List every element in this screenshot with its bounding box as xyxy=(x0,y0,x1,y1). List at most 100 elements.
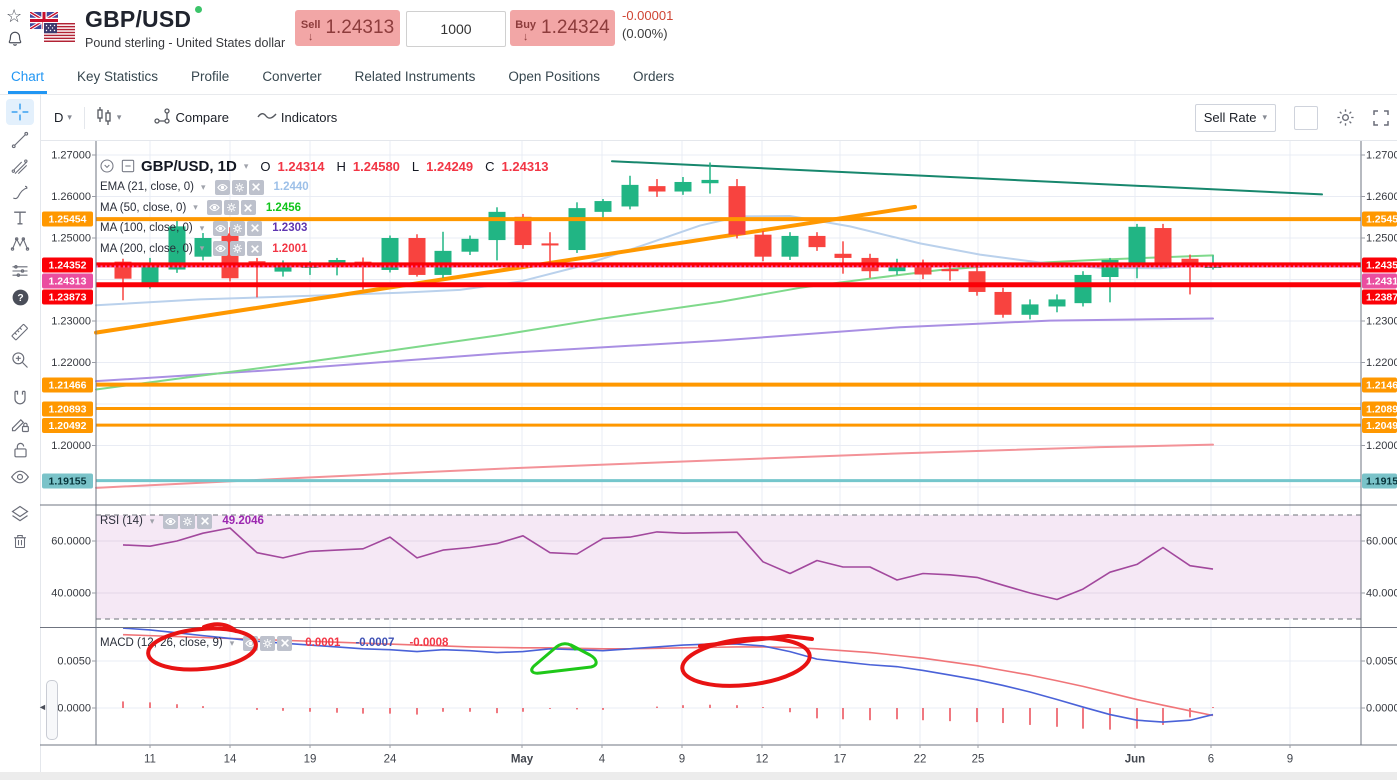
ma-50-close-icon[interactable] xyxy=(240,200,256,215)
compare-button[interactable]: Compare xyxy=(153,107,229,128)
forecast-tool-icon[interactable] xyxy=(6,258,34,284)
favorite-star-icon[interactable]: ☆ xyxy=(6,6,23,26)
xabcd-pattern-tool-icon[interactable] xyxy=(6,231,34,257)
section-tabs: Chart Key Statistics Profile Converter Relat… xyxy=(0,62,1397,95)
ma-100-eye-icon[interactable] xyxy=(213,220,229,236)
rate-type-select[interactable]: Sell Rate ▾ xyxy=(1194,103,1276,132)
rsi-gear-icon[interactable] xyxy=(180,513,196,529)
ema-21-gear-icon[interactable] xyxy=(231,179,247,195)
minimize-square-icon[interactable] xyxy=(120,158,136,174)
ma-200-gear-icon[interactable] xyxy=(230,241,246,256)
toolbar-divider xyxy=(83,106,85,129)
sell-label: Sell ↓ xyxy=(300,19,321,43)
svg-text:1.20492: 1.20492 xyxy=(49,420,87,432)
tab-related-instruments[interactable]: Related Instruments xyxy=(354,69,476,84)
gann-fib-tool-icon[interactable] xyxy=(6,154,34,180)
hide-all-tool-icon[interactable] xyxy=(6,464,34,490)
macd-eye-icon[interactable] xyxy=(243,635,259,651)
collapse-circle-icon[interactable] xyxy=(99,158,115,174)
svg-text:1.22000: 1.22000 xyxy=(51,357,91,369)
instrument-title-block: GBP/USD Pound sterling - United States d… xyxy=(85,6,285,50)
rsi-close-icon[interactable] xyxy=(197,513,213,529)
macd-close-icon[interactable] xyxy=(277,635,293,651)
snapshot-button[interactable] xyxy=(1294,105,1318,130)
svg-text:1.24313: 1.24313 xyxy=(49,276,87,288)
price-change-block: -0.00001 (0.00%) xyxy=(622,8,673,41)
ema-21-close-icon[interactable] xyxy=(248,179,264,195)
trend-line-tool-icon[interactable] xyxy=(6,127,34,153)
svg-text:?: ? xyxy=(17,293,23,304)
svg-text:1.25454: 1.25454 xyxy=(49,214,87,226)
rsi-buttons xyxy=(163,513,213,529)
sell-price: 1.24313 xyxy=(325,17,395,38)
drawing-lock-tool-icon[interactable] xyxy=(6,411,34,437)
price-change-percent: (0.00%) xyxy=(622,26,668,41)
tab-key-statistics[interactable]: Key Statistics xyxy=(77,69,159,84)
svg-text:1.26000: 1.26000 xyxy=(51,191,91,203)
indicators-label: Indicators xyxy=(280,110,338,125)
time-axis[interactable] xyxy=(96,745,1361,772)
svg-text:1.19155: 1.19155 xyxy=(49,476,87,488)
lock-all-tool-icon[interactable] xyxy=(6,437,34,463)
wave-icon xyxy=(257,109,277,126)
magnet-tool-icon[interactable] xyxy=(6,385,34,411)
ma-50-buttons xyxy=(206,200,256,215)
svg-text:1.23873: 1.23873 xyxy=(49,292,87,304)
svg-text:40.0000: 40.0000 xyxy=(51,588,91,600)
fullscreen-icon[interactable] xyxy=(1373,109,1389,126)
macd-gear-icon[interactable] xyxy=(260,635,276,651)
tab-converter[interactable]: Converter xyxy=(262,69,322,84)
tab-open-positions[interactable]: Open Positions xyxy=(508,69,600,84)
sell-button[interactable]: Sell ↓ 1.24313 xyxy=(295,10,400,46)
buy-button[interactable]: Buy ↓ 1.24324 xyxy=(510,10,615,46)
svg-text:1.23000: 1.23000 xyxy=(51,316,91,328)
brush-tool-icon[interactable] xyxy=(6,180,34,206)
drawing-tools-rail: ? xyxy=(0,95,41,772)
svg-text:1.25000: 1.25000 xyxy=(51,233,91,245)
ma-100-gear-icon[interactable] xyxy=(230,220,246,236)
settings-gear-icon[interactable] xyxy=(1336,108,1355,127)
ma-50-eye-icon[interactable] xyxy=(206,200,222,215)
svg-text:1.27000: 1.27000 xyxy=(51,150,91,162)
rsi-eye-icon[interactable] xyxy=(163,513,179,529)
svg-text:0.0000: 0.0000 xyxy=(57,703,91,715)
ma-50-gear-icon[interactable] xyxy=(223,200,239,215)
alert-bell-icon[interactable] xyxy=(6,30,28,53)
ruler-tool-icon[interactable] xyxy=(6,320,34,346)
tree-layers-tool-icon[interactable] xyxy=(6,501,34,527)
chevron-down-icon: ▾ xyxy=(67,112,72,122)
ma-200-close-icon[interactable] xyxy=(247,241,263,256)
svg-text:0.0050: 0.0050 xyxy=(57,656,91,668)
buy-price: 1.24324 xyxy=(541,17,610,38)
chart-style-selector[interactable]: ▾ xyxy=(95,106,121,129)
svg-text:1.20000: 1.20000 xyxy=(51,440,91,452)
scrollbar-thumb[interactable] xyxy=(46,680,58,740)
scroll-left-arrow-icon[interactable]: ◄ xyxy=(38,702,47,712)
macd-buttons xyxy=(243,635,293,651)
chart-plot-area[interactable] xyxy=(96,141,1361,745)
help-tool-icon[interactable]: ? xyxy=(6,284,34,310)
ma-200-eye-icon[interactable] xyxy=(213,241,229,256)
quantity-input[interactable] xyxy=(406,11,506,47)
ema-21-eye-icon[interactable] xyxy=(214,179,230,195)
zoom-in-tool-icon[interactable] xyxy=(6,347,34,373)
header-icons: ☆ xyxy=(6,6,28,53)
ma-100-close-icon[interactable] xyxy=(247,220,263,236)
indicators-button[interactable]: Indicators xyxy=(257,109,337,126)
crosshair-tool-icon[interactable] xyxy=(6,99,34,125)
symbol-subtitle: Pound sterling - United States dollar xyxy=(85,36,286,50)
price-axis[interactable] xyxy=(1361,141,1397,745)
price-change: -0.00001 xyxy=(622,8,674,23)
tab-orders[interactable]: Orders xyxy=(632,69,675,84)
compare-icon xyxy=(153,107,171,128)
text-tool-icon[interactable] xyxy=(6,205,34,231)
remove-all-tool-icon[interactable] xyxy=(6,528,34,554)
ema-21-buttons xyxy=(214,179,264,195)
interval-selector[interactable]: D ▾ xyxy=(54,110,72,125)
tab-chart[interactable]: Chart xyxy=(8,62,48,94)
tab-profile[interactable]: Profile xyxy=(191,69,230,84)
ma-100-buttons xyxy=(213,220,263,236)
candlestick-icon xyxy=(95,106,113,129)
symbol-legend-title[interactable]: GBP/USD, 1D xyxy=(141,157,237,175)
